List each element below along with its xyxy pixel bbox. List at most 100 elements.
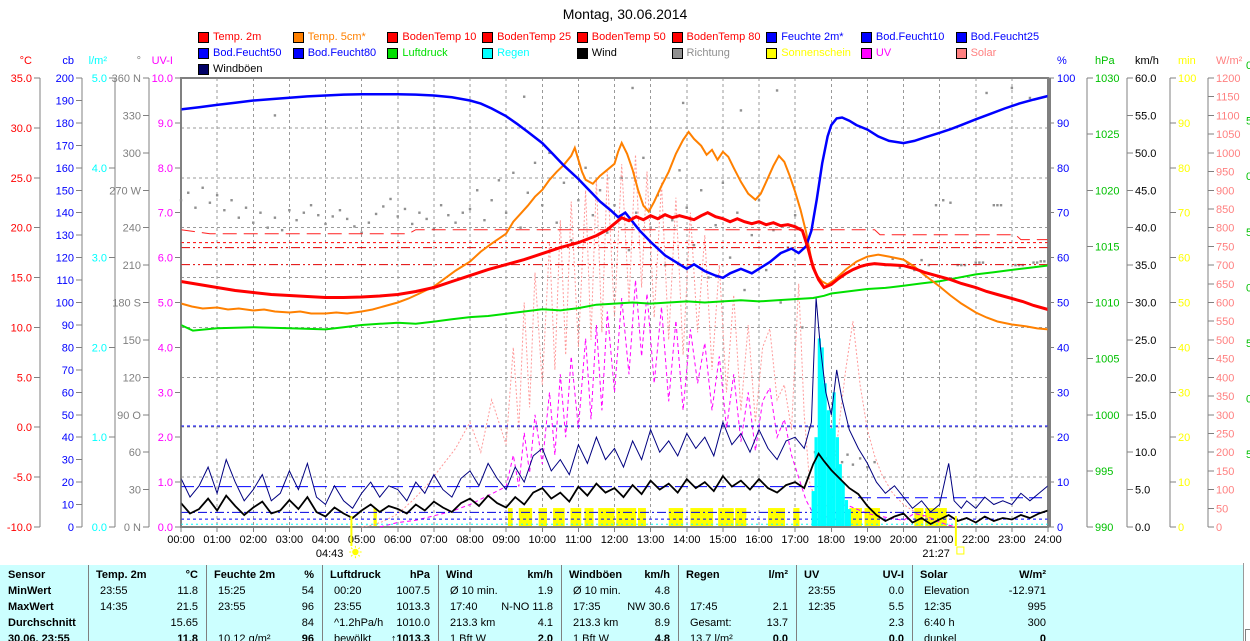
axis-tick-label: 950 [1216, 167, 1234, 179]
series-richtung [992, 204, 996, 207]
axis-tick-label: 10.0 [152, 73, 173, 85]
x-tick-label: 21:00 [926, 534, 954, 546]
table-cell-value: 1013.3 [396, 601, 430, 613]
axis-unit-label: min [1178, 55, 1196, 67]
axis-tick-label: 25.0 [11, 173, 32, 185]
axis-tick-label: 10.0 [1135, 447, 1156, 459]
table-col-header: UV [804, 569, 820, 581]
axis-tick-label: -5.0 [13, 472, 32, 484]
series-richtung [1014, 263, 1017, 267]
series-richtung [382, 205, 385, 208]
table-column-divider [678, 565, 679, 641]
series-richtung [526, 191, 529, 194]
series-richtung [317, 213, 320, 217]
table-cell-value: 0.0 [888, 585, 904, 597]
axis-tick-label: 6.0 [158, 253, 173, 265]
axis-tick-label: 1200 [1216, 73, 1240, 85]
x-tick-label: 06:00 [384, 534, 412, 546]
clipped-axis-fragment: 0 [1246, 171, 1250, 183]
table-col-header: Regen [686, 569, 720, 581]
series-richtung [750, 233, 753, 237]
legend-label: Temp. 2m [213, 31, 262, 43]
table-row-label: Durchschnitt [8, 617, 76, 629]
legend-label: UV [875, 47, 892, 59]
series-richtung [476, 189, 479, 192]
series-richtung [533, 161, 537, 165]
axis-tick-label: 15.0 [11, 273, 32, 285]
series-richtung [208, 201, 212, 204]
window-resize-grip[interactable] [1245, 629, 1250, 641]
x-tick-label: 24:00 [1034, 534, 1062, 546]
series-richtung [858, 457, 862, 460]
axis-tick-label: 60 [129, 447, 141, 459]
legend-label: Bod.Feucht25 [970, 31, 1040, 43]
axis-tick-label: 80 [62, 342, 74, 354]
series-richtung [201, 186, 204, 189]
axis-tick-label: 60 [1178, 253, 1190, 265]
axis-tick-label: 300 [123, 148, 141, 160]
axis-tick-label: 5.0 [17, 372, 32, 384]
table-cell-label: 213.3 km [573, 617, 619, 629]
x-tick-label: 07:00 [420, 534, 448, 546]
series-richtung [541, 204, 544, 207]
axis-unit-label: ° [137, 55, 141, 67]
table-row-label: 30.06. 23:55 [8, 633, 70, 641]
axis-tick-label: 500 [1216, 335, 1234, 347]
axis-tick-label: 50 [1057, 298, 1069, 310]
series-richtung [230, 199, 233, 202]
table-col-unit: UV-I [882, 569, 904, 581]
series-richtung [483, 218, 486, 222]
series-richtung [649, 226, 652, 229]
legend-label: Temp. 5cm* [307, 31, 366, 43]
axis-tick-label: 150 [1216, 466, 1234, 478]
series-richtung [620, 176, 623, 179]
table-cell-value: 995 [1027, 601, 1046, 613]
series-richtung [454, 221, 457, 224]
series-richtung [584, 166, 587, 169]
x-tick-label: 22:00 [962, 534, 990, 546]
series-regen [847, 509, 851, 526]
axis-tick-label: 130 [56, 230, 74, 242]
table-cell-label: 12:35 [808, 601, 836, 613]
table-column-divider [796, 565, 797, 641]
table-cell-label: 23:55 [808, 585, 836, 597]
table-column-divider [322, 565, 323, 641]
x-tick-label: 14:00 [673, 534, 701, 546]
legend-label: Wind [591, 47, 617, 59]
axis-tick-label: 20.0 [1135, 372, 1156, 384]
axis-unit-label: UV-I [152, 55, 173, 67]
series-richtung [259, 211, 262, 214]
series-richtung [671, 218, 674, 222]
series-richtung [439, 204, 443, 207]
legend-label: Luftdruck [402, 47, 448, 59]
axis-tick-label: 150 [123, 335, 141, 347]
series-richtung [1028, 96, 1032, 100]
legend-label: Bod.Feucht80 [307, 47, 377, 59]
series-regen [820, 347, 824, 526]
table-cell-label: 1 Bft W [450, 633, 487, 641]
sunset-square-icon [956, 546, 965, 555]
axis-tick-label: 270 W [109, 185, 141, 197]
axis-tick-label: 10 [62, 500, 74, 512]
series-richtung [237, 216, 240, 219]
table-cell-value: 4.8 [654, 633, 670, 641]
axis-tick-label: 1005 [1095, 354, 1119, 366]
table-cell-label: 12:35 [924, 601, 952, 613]
table-cell-label: Ø 10 min. [450, 585, 498, 597]
axis-tick-label: 450 [1216, 354, 1234, 366]
table-cell-label: 00:20 [334, 585, 362, 597]
series-richtung [996, 204, 999, 207]
axis-tick-label: 50.0 [1135, 148, 1156, 160]
axis-tick-label: 100 [1057, 73, 1075, 85]
series-richtung [851, 463, 855, 466]
series-richtung [793, 213, 797, 217]
axis-unit-label: °C [20, 55, 32, 67]
table-cell-label: 17:40 [450, 601, 478, 613]
table-cell-label: 13.7 l/m² [690, 633, 733, 641]
axis-tick-label: 30.0 [11, 123, 32, 135]
series-sonnenschein [637, 508, 646, 526]
axis-tick-label: 20 [1178, 432, 1190, 444]
series-richtung [425, 217, 428, 221]
axis-tick-label: 40.0 [1135, 223, 1156, 235]
legend-label: Solar [970, 47, 997, 59]
